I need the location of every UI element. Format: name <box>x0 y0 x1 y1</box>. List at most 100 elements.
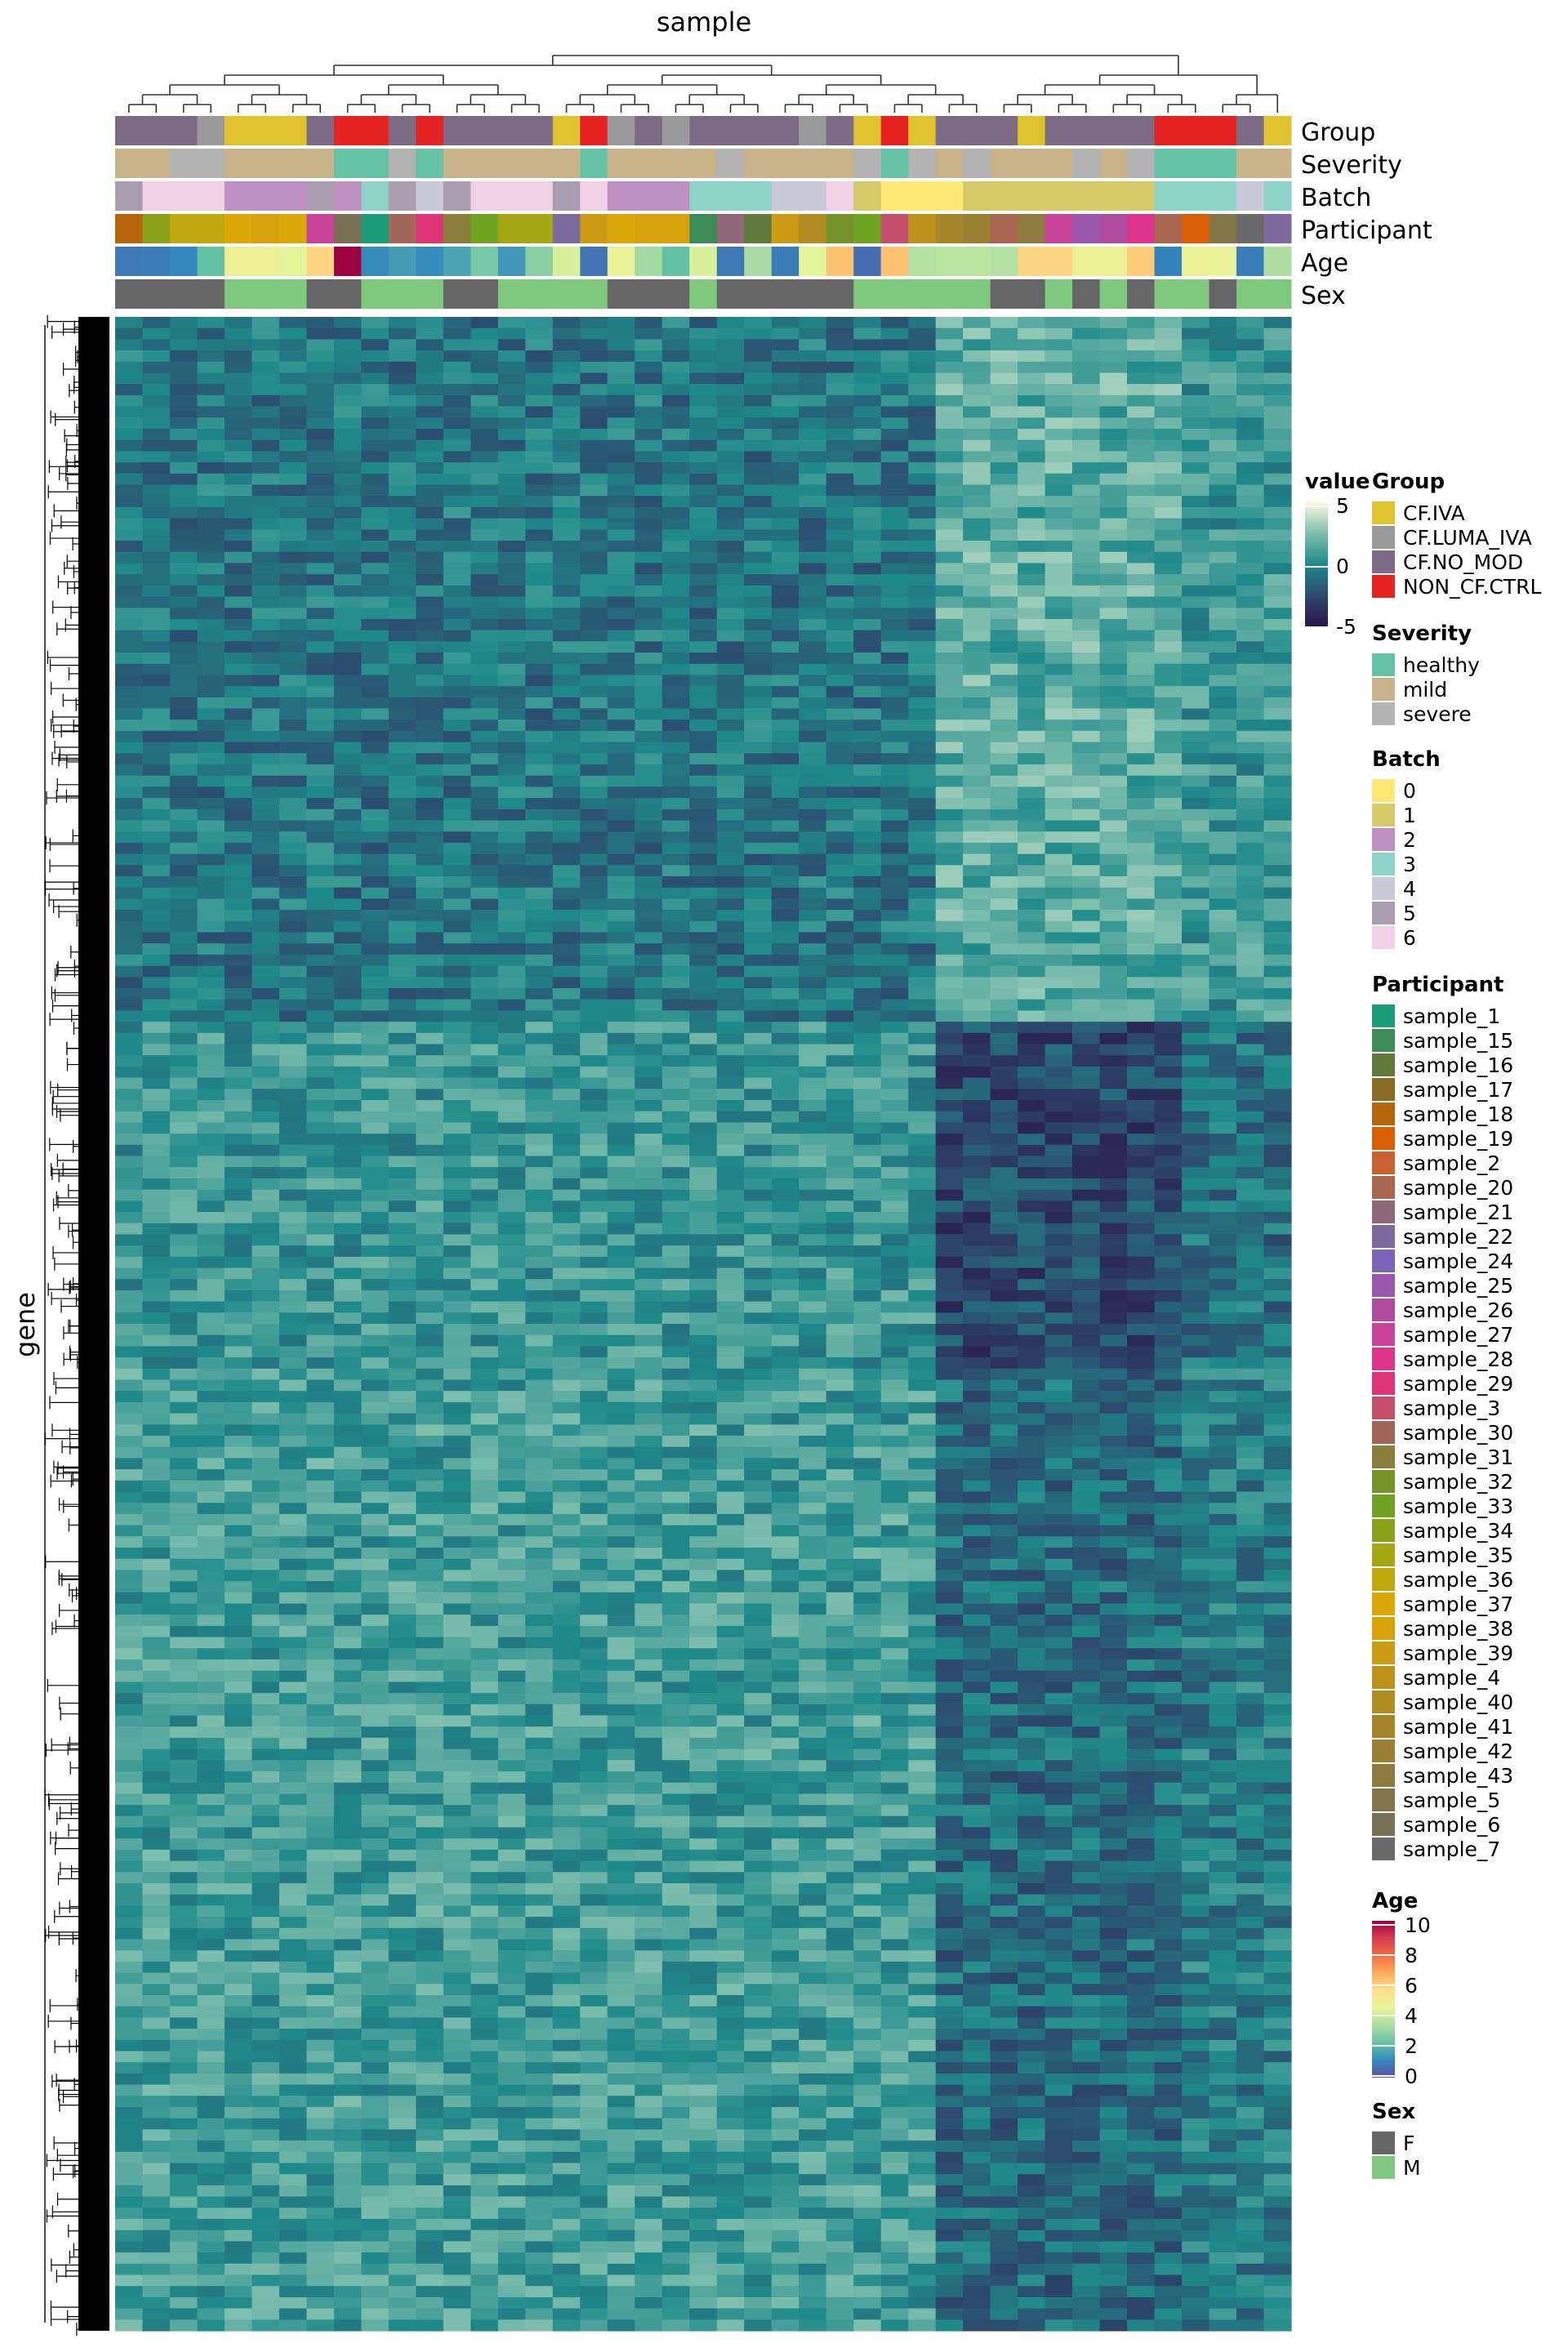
heatmap-cell <box>142 473 171 486</box>
annot-group-cell <box>278 116 307 145</box>
heatmap-cell <box>443 439 471 452</box>
heatmap-cell <box>169 2051 198 2063</box>
heatmap-cell <box>662 1715 690 1727</box>
heatmap-cell <box>278 853 308 866</box>
heatmap-cell <box>361 719 390 732</box>
heatmap-cell <box>470 1022 499 1034</box>
heatmap-cell <box>278 1312 308 1325</box>
heatmap-cell <box>552 1223 581 1235</box>
heatmap-cell <box>552 898 581 911</box>
heatmap-cell <box>497 1637 526 1649</box>
heatmap-cell <box>635 541 663 553</box>
heatmap-cell <box>169 1032 198 1045</box>
annot-participant-cell <box>1263 214 1292 243</box>
heatmap-cell <box>552 1838 581 1851</box>
heatmap-cell <box>306 1883 335 1895</box>
heatmap-cell <box>224 1984 253 1996</box>
heatmap-cell <box>552 1368 581 1381</box>
heatmap-cell <box>552 920 581 933</box>
heatmap-cell <box>361 2308 390 2320</box>
heatmap-cell <box>443 2073 471 2086</box>
heatmap-cell <box>252 1950 280 1962</box>
heatmap-cell <box>716 764 745 777</box>
heatmap-cell <box>333 1301 362 1313</box>
heatmap-cell <box>224 1346 253 1358</box>
heatmap-cell <box>497 943 526 956</box>
heatmap-cell <box>416 630 444 642</box>
heatmap-cell <box>443 697 471 710</box>
heatmap-cell <box>197 1111 225 1123</box>
heatmap-cell <box>306 1436 335 1448</box>
heatmap-cell <box>224 1995 253 2007</box>
heatmap-cell <box>306 910 335 922</box>
heatmap-cell <box>662 1670 690 1682</box>
heatmap-cell <box>443 2274 471 2287</box>
heatmap-cell <box>333 1782 362 1794</box>
heatmap-cell <box>306 831 335 844</box>
heatmap-cell <box>252 429 280 441</box>
heatmap-cell <box>689 1077 718 1089</box>
annot-participant-cell <box>252 214 280 243</box>
heatmap-cell <box>169 462 198 474</box>
heatmap-cell <box>142 1927 171 1940</box>
heatmap-cell <box>689 2319 718 2332</box>
heatmap-cell <box>635 1592 663 1605</box>
heatmap-cell <box>552 2174 581 2186</box>
heatmap-cell <box>525 1413 554 1425</box>
heatmap-cell <box>306 865 335 877</box>
heatmap-cell <box>443 2219 471 2231</box>
heatmap-cell <box>607 350 635 363</box>
annot-sex-cell <box>799 279 827 309</box>
heatmap-cell <box>306 1458 335 1470</box>
heatmap-cell <box>416 898 444 911</box>
heatmap-cell <box>142 1424 171 1437</box>
heatmap-cell <box>607 1469 635 1481</box>
heatmap-cell <box>388 1491 416 1503</box>
heatmap-cell <box>306 842 335 855</box>
heatmap-cell <box>716 484 745 497</box>
heatmap-cell <box>361 1446 390 1459</box>
heatmap-cell <box>716 1984 745 1996</box>
heatmap-cell <box>525 1827 554 1839</box>
heatmap-cell <box>252 1245 280 1258</box>
annot-group-cell <box>361 116 390 145</box>
heatmap-cell <box>689 596 718 608</box>
heatmap-cell <box>580 2308 608 2320</box>
heatmap-cell <box>115 2252 144 2265</box>
heatmap-cell <box>252 831 280 844</box>
heatmap-cell <box>142 775 171 787</box>
annot-batch-cell <box>744 181 773 211</box>
heatmap-cell <box>443 1346 471 1358</box>
heatmap-cell <box>443 1234 471 1246</box>
heatmap-cell <box>497 1189 526 1201</box>
heatmap-cell <box>416 1446 444 1459</box>
heatmap-cell <box>525 1022 554 1034</box>
heatmap-cell <box>607 764 635 777</box>
heatmap-cell <box>278 831 308 844</box>
heatmap-cell <box>278 2029 308 2041</box>
heatmap-cell <box>142 1849 171 1862</box>
annot-severity-cell <box>689 149 718 178</box>
heatmap-cell <box>142 1961 171 1974</box>
heatmap-cell <box>744 372 773 385</box>
heatmap-cell <box>607 1715 635 1727</box>
heatmap-cell <box>470 1659 499 1672</box>
heatmap-cell <box>443 327 471 340</box>
heatmap-cell <box>497 484 526 497</box>
heatmap-cell <box>580 1536 608 1548</box>
heatmap-cell <box>552 2286 581 2298</box>
heatmap-cell <box>716 1391 745 1403</box>
heatmap-cell <box>224 1089 253 1101</box>
heatmap-cell <box>607 1648 635 1660</box>
heatmap-cell <box>662 1827 690 1839</box>
heatmap-cell <box>416 1525 444 1537</box>
heatmap-cell <box>306 1659 335 1672</box>
heatmap-cell <box>224 1357 253 1370</box>
heatmap-cell <box>689 2118 718 2130</box>
heatmap-cell <box>662 1961 690 1974</box>
annot-group-cell <box>580 116 608 145</box>
heatmap-cell <box>662 1245 690 1258</box>
heatmap-cell <box>580 596 608 608</box>
heatmap-cell <box>470 1917 499 1929</box>
heatmap-cell <box>224 630 253 642</box>
